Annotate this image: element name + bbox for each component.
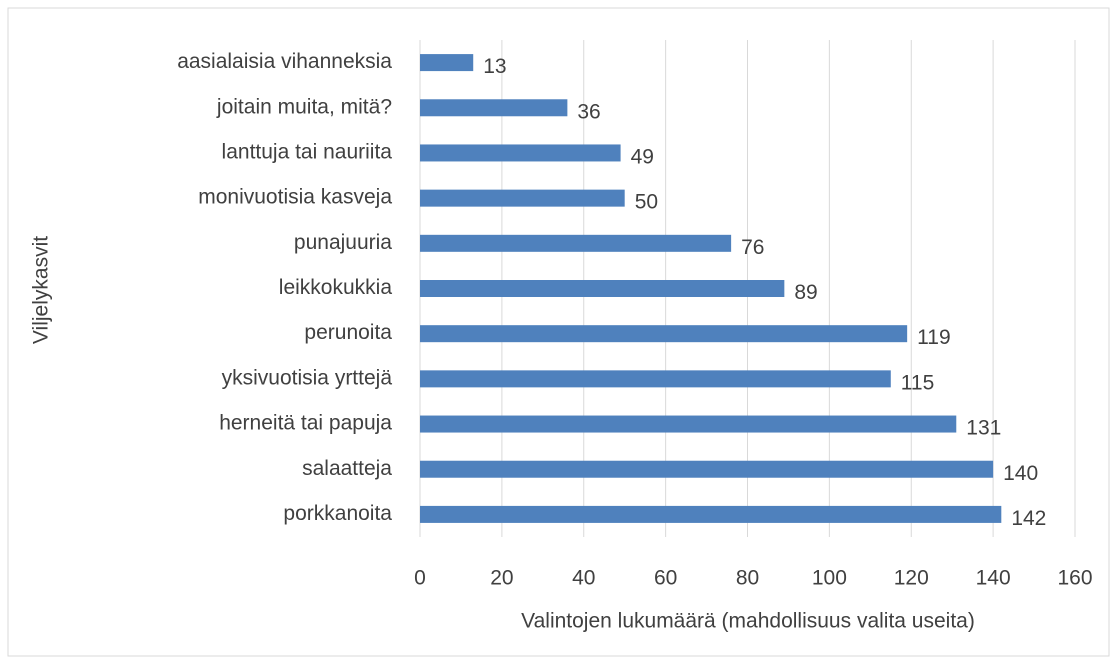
- data-label: 140: [1003, 462, 1038, 485]
- x-tick-label: 40: [572, 567, 595, 590]
- y-tick-label: joitain muita, mitä?: [216, 95, 392, 118]
- data-label: 131: [966, 417, 1001, 440]
- y-tick-label: salaatteja: [302, 457, 392, 480]
- bar: [420, 415, 957, 433]
- bar: [420, 280, 785, 297]
- x-tick-label: 20: [490, 567, 513, 590]
- data-label: 50: [635, 191, 658, 214]
- y-tick-label: herneitä tai papuja: [219, 412, 392, 435]
- data-label: 142: [1011, 507, 1046, 530]
- x-tick-label: 140: [976, 567, 1011, 590]
- data-label: 115: [901, 371, 934, 394]
- bar: [420, 234, 732, 252]
- x-tick-label: 100: [812, 567, 847, 590]
- bar: [420, 189, 625, 207]
- x-tick-label: 80: [736, 567, 759, 590]
- data-label: 13: [483, 55, 506, 78]
- y-tick-label: porkkanoita: [283, 502, 392, 525]
- y-tick-label: leikkokukkia: [279, 276, 393, 299]
- y-axis-title: Viljelykasvit: [30, 236, 53, 344]
- data-label: 49: [631, 146, 654, 169]
- bar: [420, 325, 908, 343]
- data-label: 89: [794, 281, 817, 304]
- y-tick-label: aasialaisia vihanneksia: [177, 50, 392, 73]
- data-label: 36: [577, 100, 600, 123]
- x-tick-label: 60: [654, 567, 677, 590]
- x-axis-title: Valintojen lukumäärä (mahdollisuus valit…: [521, 610, 975, 633]
- y-tick-label: punajuuria: [294, 231, 392, 254]
- bar: [420, 144, 621, 162]
- bar: [420, 460, 994, 478]
- bar: [420, 99, 568, 117]
- x-tick-label: 0: [414, 567, 426, 590]
- y-tick-label: monivuotisia kasveja: [198, 186, 392, 209]
- y-tick-label: lanttuja tai nauriita: [222, 141, 393, 164]
- x-tick-label: 160: [1057, 567, 1092, 590]
- y-tick-label: perunoita: [304, 321, 392, 344]
- bar: [420, 370, 891, 388]
- y-tick-label: yksivuotisia yrttejä: [222, 366, 393, 389]
- data-label: 119: [917, 326, 950, 349]
- x-tick-label: 120: [894, 567, 929, 590]
- data-label: 76: [741, 236, 764, 259]
- bar: [420, 54, 474, 72]
- bar: [420, 505, 1002, 523]
